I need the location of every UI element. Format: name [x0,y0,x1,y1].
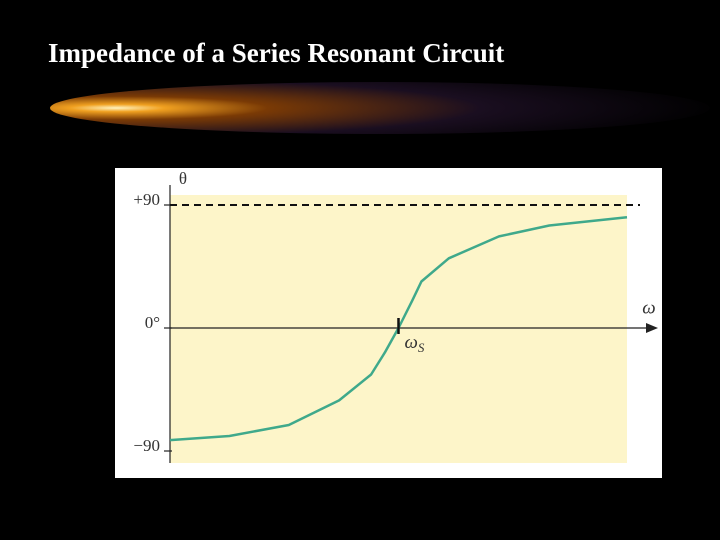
x-axis-arrow [646,323,658,333]
title-glow [50,82,710,134]
y-tick-label: −90 [133,436,160,455]
y-axis-label: θ [179,169,187,188]
y-tick-label: 0° [145,313,160,332]
resonance-label-main: ω [405,332,418,353]
resonance-label: ωS [405,332,425,355]
resonance-label-sub: S [418,340,425,355]
y-tick-label: +90 [133,190,160,209]
slide-title: Impedance of a Series Resonant Circuit [48,38,504,68]
x-axis-label: ω [642,297,655,318]
